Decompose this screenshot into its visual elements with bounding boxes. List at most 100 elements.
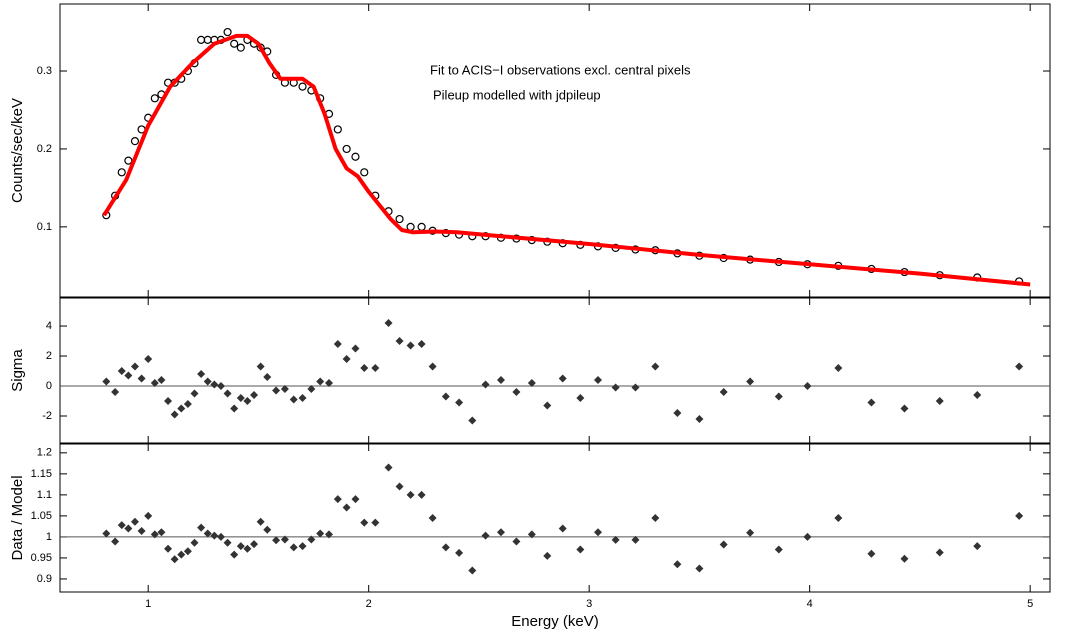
data-point [371,364,380,373]
data-point [481,380,490,389]
data-point [867,398,876,407]
data-point [395,214,404,224]
data-point [543,551,552,560]
data-point [611,383,620,392]
data-point [298,394,307,403]
data-point [342,144,351,154]
y-axis-label: Sigma [9,349,26,392]
data-point [197,523,206,532]
data-point [695,415,704,424]
data-point [558,524,567,533]
data-point [774,545,783,554]
data-point [834,514,843,522]
y-tick-label: -2 [42,410,52,422]
data-point [111,388,120,397]
data-point [203,529,212,538]
data-point [197,370,206,379]
y-tick-label: 0 [46,380,52,392]
data-point [900,404,909,413]
x-tick-label: 4 [807,598,813,610]
data-point [216,532,225,541]
data-point [150,530,159,539]
data-point [527,530,536,539]
data-point [417,222,426,231]
y-tick-label: 0.95 [31,552,52,564]
data-point [210,531,219,540]
data-point [289,395,298,404]
data-point [150,94,159,103]
data-point [406,490,415,499]
y-tick-label: 0.9 [37,573,52,585]
data-point [324,379,333,388]
data-point [360,168,369,177]
data-point [417,340,426,349]
data-point [333,125,342,134]
data-point [417,490,426,499]
data-point [673,409,682,418]
data-point [631,383,640,392]
data-point [351,344,360,353]
data-point [1015,362,1024,371]
data-point [144,355,153,364]
data-point [558,374,567,383]
data-point [406,341,415,350]
data-point [183,547,192,556]
data-point [157,528,166,537]
data-point [351,152,360,161]
data-point [543,401,552,410]
data-point [177,404,186,413]
data-point [117,168,126,177]
data-point [441,392,450,401]
panel-frame [59,443,1051,593]
data-point [230,550,239,559]
data-point [746,377,755,386]
data-point [130,137,140,146]
data-point [230,39,239,48]
data-point [298,542,307,551]
data-point [803,532,812,541]
data-point [124,524,133,533]
data-point [384,463,393,472]
panel-frame [59,3,1051,298]
data-point [243,397,252,406]
y-tick-label: 1.1 [37,489,52,501]
y-axis-label: Counts/sec/keV [9,98,26,203]
y-tick-label: 1.2 [37,447,52,459]
data-point [593,376,602,385]
data-point [263,373,272,382]
y-tick-label: 1.15 [31,468,52,480]
data-point [455,548,464,557]
data-point [746,528,755,537]
data-point [236,542,245,551]
y-tick-label: 0.2 [37,143,52,155]
data-point [512,537,521,546]
x-tick-label: 5 [1027,598,1033,610]
data-point [973,542,982,551]
data-point [900,554,909,563]
data-point [236,394,245,403]
data-point [935,548,944,557]
panel-frame [59,297,1051,444]
data-point [117,521,126,530]
data-point [441,543,450,552]
data-point [324,530,333,539]
data-point [719,540,728,549]
data-point [130,517,139,526]
data-point [316,377,325,386]
data-point [867,549,876,558]
data-point [395,337,404,346]
data-point [137,374,146,383]
data-point [236,43,245,52]
annotation: Fit to ACIS−I observations excl. central… [430,62,691,77]
data-point [527,379,536,388]
data-point [203,377,212,386]
data-point [695,564,704,573]
data-point [468,416,477,425]
data-point [384,319,393,328]
data-point [144,511,153,520]
data-point [333,495,342,504]
data-point [360,364,369,373]
data-point [1015,511,1024,520]
data-point [223,389,232,398]
